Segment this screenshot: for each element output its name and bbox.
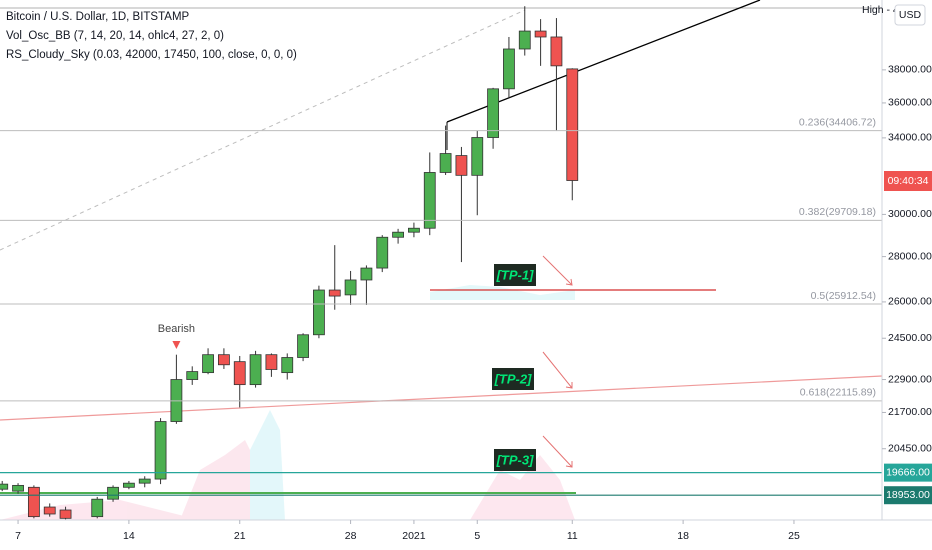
price-label-box bbox=[884, 486, 932, 505]
legend-line: Vol_Osc_BB (7, 14, 20, 14, ohlc4, 27, 2,… bbox=[6, 30, 224, 42]
candle-body bbox=[566, 68, 579, 181]
y-tick-label: 24500.00 bbox=[888, 332, 932, 344]
tp-box bbox=[492, 368, 534, 390]
candle-body bbox=[186, 371, 199, 380]
trend-black bbox=[446, 0, 761, 123]
y-axis-bg bbox=[882, 0, 932, 550]
candle-body bbox=[455, 155, 468, 176]
candle-body bbox=[202, 354, 214, 374]
currency-button[interactable] bbox=[894, 4, 926, 26]
fib-label: 0.382(29709.18) bbox=[799, 206, 876, 218]
legend-line: RS_Cloudy_Sky (0.03, 42000, 17450, 100, … bbox=[6, 49, 297, 61]
legend-line: Bitcoin / U.S. Dollar, 1D, BITSTAMP bbox=[6, 11, 190, 23]
candle-body bbox=[550, 36, 563, 67]
candle-body bbox=[59, 509, 72, 519]
price-label: 19666.00 bbox=[886, 466, 930, 478]
candle-body bbox=[503, 48, 515, 90]
candle-body bbox=[344, 279, 357, 296]
annotation: Bearish bbox=[158, 323, 195, 335]
x-tick-label: 21 bbox=[234, 530, 246, 542]
x-tick-label: 25 bbox=[788, 530, 800, 542]
y-tick-label: 26000.00 bbox=[888, 296, 932, 308]
candle-body bbox=[392, 231, 404, 238]
tp-label: [TP-1] bbox=[496, 267, 535, 282]
y-tick-label: 30000.00 bbox=[888, 208, 932, 220]
x-tick-label: 5 bbox=[474, 530, 480, 542]
trend-red bbox=[0, 375, 883, 421]
candle-body bbox=[233, 361, 246, 386]
candle-body bbox=[439, 153, 452, 173]
candle-body bbox=[218, 354, 230, 366]
tp-box bbox=[494, 264, 536, 286]
candle-body bbox=[43, 506, 56, 515]
x-axis-bg bbox=[0, 520, 932, 550]
candle-body bbox=[423, 172, 436, 229]
annotation-arrow bbox=[172, 341, 181, 349]
candle-body bbox=[534, 30, 547, 38]
y-tick-label: 36000.00 bbox=[888, 97, 932, 109]
x-tick-label: 2021 bbox=[402, 530, 426, 542]
countdown: 09:40:34 bbox=[888, 175, 929, 187]
currency[interactable]: USD bbox=[899, 9, 922, 21]
candle-body bbox=[154, 421, 167, 480]
x-tick-label: 14 bbox=[123, 530, 135, 542]
candle-body bbox=[313, 289, 325, 336]
fib-label: 0.5(25912.54) bbox=[811, 290, 876, 302]
candle-body bbox=[0, 483, 9, 490]
price-label: 18953.00 bbox=[886, 489, 930, 501]
tp-label: [TP-2] bbox=[494, 371, 533, 386]
countdown-box bbox=[884, 171, 932, 191]
tp-label: [TP-3] bbox=[496, 452, 535, 467]
x-tick-label: 11 bbox=[567, 530, 578, 542]
candle-body bbox=[408, 227, 420, 233]
candle-body bbox=[265, 354, 278, 370]
fib-label: 0.236(34406.72) bbox=[799, 116, 876, 128]
tp-arrows bbox=[542, 255, 573, 468]
y-tick-label: 34000.00 bbox=[888, 132, 932, 144]
candle-body bbox=[328, 289, 341, 297]
tp-box bbox=[494, 449, 536, 471]
y-tick-label: 28000.00 bbox=[888, 250, 932, 262]
price-label-box bbox=[884, 463, 932, 482]
fib-label: 0.618(22115.89) bbox=[800, 387, 876, 399]
candle-body bbox=[107, 486, 119, 500]
candle-body bbox=[518, 30, 531, 50]
y-tick-label: 38000.00 bbox=[888, 64, 932, 76]
candle-body bbox=[487, 88, 499, 138]
candle-body bbox=[249, 354, 262, 386]
candle-body bbox=[91, 498, 104, 518]
candle-body bbox=[360, 267, 373, 281]
x-tick-label: 28 bbox=[345, 530, 357, 542]
candle-body bbox=[471, 137, 484, 176]
x-tick-label: 7 bbox=[15, 530, 21, 542]
y-tick-label: 21700.00 bbox=[888, 406, 932, 418]
trend-dashed bbox=[0, 9, 526, 251]
candle-body bbox=[138, 478, 151, 484]
candle-body bbox=[297, 334, 309, 358]
candle-body bbox=[12, 484, 24, 492]
y-tick-label: 22900.00 bbox=[888, 373, 932, 385]
candle-body bbox=[122, 482, 135, 488]
candle-body bbox=[281, 357, 294, 374]
candle-body bbox=[376, 236, 389, 269]
candle-body bbox=[27, 486, 40, 518]
x-tick-label: 18 bbox=[677, 530, 689, 542]
y-tick-label: 20450.00 bbox=[888, 443, 932, 455]
